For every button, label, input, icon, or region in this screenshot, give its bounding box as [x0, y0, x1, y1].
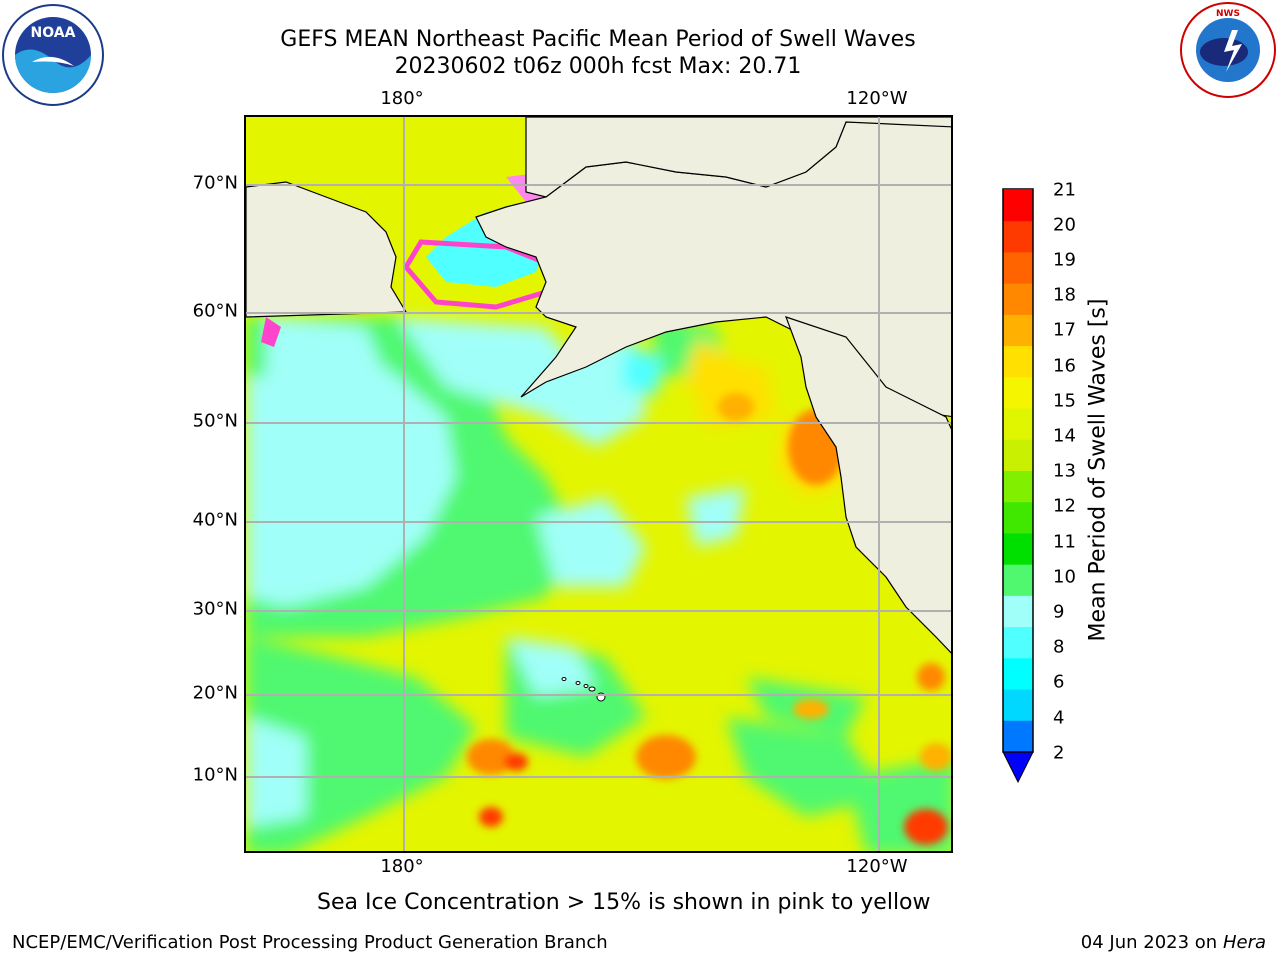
- graticule: [246, 117, 951, 851]
- colorbar-tick-6: 6: [1053, 671, 1065, 693]
- colorbar-tick-17: 17: [1053, 319, 1076, 341]
- run-date-note: 04 Jun 2023 on Hera: [1081, 932, 1266, 953]
- run-date: 04 Jun 2023 on: [1080, 932, 1218, 953]
- colorbar-band: [1003, 377, 1033, 410]
- lat-label-30n: 30°N: [192, 598, 238, 620]
- swell-period-map: [246, 117, 951, 851]
- chart-subtitle: 20230602 t06z 000h fcst Max: 20.71: [394, 54, 802, 79]
- colorbar-band: [1003, 564, 1033, 597]
- colorbar-band: [1003, 408, 1033, 441]
- credit-text: NCEP/EMC/Verification Post Processing Pr…: [12, 932, 608, 953]
- colorbar: [1002, 188, 1034, 784]
- colorbar-extend-arrow: [1002, 751, 1034, 784]
- colorbar-band: [1003, 658, 1033, 691]
- colorbar-band: [1003, 283, 1033, 316]
- noaa-logo: NOAA: [2, 2, 104, 112]
- colorbar-band: [1003, 533, 1033, 566]
- colorbar-label: Mean Period of Swell Waves [s]: [1085, 298, 1111, 642]
- noaa-logo-text: NOAA: [31, 25, 76, 41]
- colorbar-tick-21: 21: [1053, 179, 1076, 201]
- colorbar-tick-8: 8: [1053, 636, 1065, 658]
- svg-text:NWS: NWS: [1216, 9, 1240, 19]
- landmass: [246, 117, 951, 654]
- colorbar-band: [1003, 314, 1033, 347]
- colorbar-band: [1003, 439, 1033, 472]
- lon-label-bottom-180: 180°: [380, 856, 424, 877]
- colorbar-tick-16: 16: [1053, 355, 1076, 377]
- lat-label-20n: 20°N: [192, 682, 238, 704]
- lat-label-10n: 10°N: [192, 764, 238, 786]
- nws-logo: NWS: [1176, 0, 1280, 104]
- colorbar-band: [1003, 252, 1033, 285]
- colorbar-band: [1003, 627, 1033, 659]
- colorbar-tick-18: 18: [1053, 284, 1076, 306]
- colorbar-tick-10: 10: [1053, 566, 1076, 588]
- lat-label-50n: 50°N: [192, 410, 238, 432]
- sea-ice-note: Sea Ice Concentration > 15% is shown in …: [317, 890, 931, 915]
- lat-label-60n: 60°N: [192, 300, 238, 322]
- lat-label-70n: 70°N: [192, 172, 238, 194]
- lon-label-bottom-120w: 120°W: [846, 856, 908, 877]
- colorbar-frame: [1002, 188, 1034, 753]
- colorbar-tick-2: 2: [1053, 742, 1065, 764]
- colorbar-band: [1003, 190, 1033, 222]
- colorbar-tick-11: 11: [1053, 531, 1076, 553]
- colorbar-tick-19: 19: [1053, 249, 1076, 271]
- lon-label-top-120w: 120°W: [846, 88, 908, 109]
- colorbar-tick-15: 15: [1053, 390, 1076, 412]
- colorbar-band: [1003, 471, 1033, 503]
- colorbar-band: [1003, 346, 1033, 378]
- lat-label-40n: 40°N: [192, 509, 238, 531]
- colorbar-tick-13: 13: [1053, 460, 1076, 482]
- colorbar-band: [1003, 720, 1033, 753]
- colorbar-band: [1003, 595, 1033, 628]
- colorbar-tick-12: 12: [1053, 495, 1076, 517]
- colorbar-tick-14: 14: [1053, 425, 1076, 447]
- colorbar-band: [1003, 689, 1033, 722]
- colorbar-tick-20: 20: [1053, 214, 1076, 236]
- map-panel: [244, 115, 953, 853]
- run-machine: Hera: [1222, 932, 1266, 953]
- colorbar-tick-9: 9: [1053, 601, 1065, 623]
- chart-title: GEFS MEAN Northeast Pacific Mean Period …: [280, 27, 916, 52]
- lon-label-top-180: 180°: [380, 88, 424, 109]
- colorbar-tick-4: 4: [1053, 707, 1065, 729]
- colorbar-band: [1003, 221, 1033, 253]
- colorbar-band: [1003, 502, 1033, 534]
